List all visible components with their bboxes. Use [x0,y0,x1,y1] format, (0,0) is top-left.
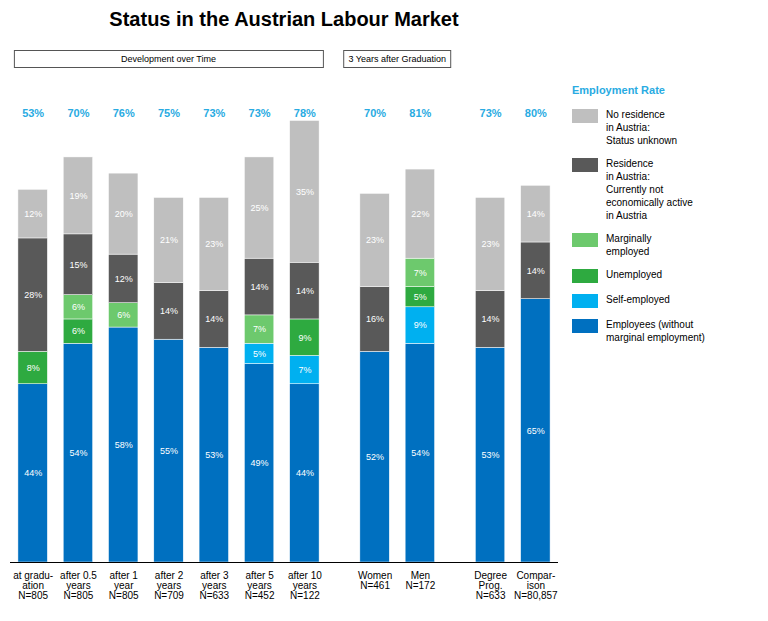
svg-text:20%: 20% [115,209,133,219]
svg-text:54%: 54% [69,448,87,458]
html-text:No residence in Austria: Statu: No residence in Austria: Status unknown [606,109,678,146]
svg-text:76%76: 76%76 [113,107,135,119]
html-text:Self-employed: Self-employed [606,294,670,305]
svg-text:Compar-isonN=80,857: Compar-isonN=80,857 [514,570,558,601]
svg-text:after 3yearsN=633: after 3yearsN=633 [199,570,229,601]
svg-text:14%: 14% [251,282,269,292]
html-text:Residence in Austria: Currentl: Residence in Austria: Currently not econ… [606,158,693,221]
svg-text:52%: 52% [366,452,384,462]
svg-text:58%: 58% [115,440,133,450]
svg-text:14%: 14% [296,286,314,296]
svg-text:WomenN=461: WomenN=461 [358,570,392,591]
svg-text:9%: 9% [414,320,427,330]
svg-text:73%73: 73%73 [203,107,225,119]
svg-text:14%: 14% [527,209,545,219]
svg-text:65%: 65% [527,426,545,436]
svg-text:21%: 21% [160,235,178,245]
svg-text:after 5yearsN=452: after 5yearsN=452 [245,570,275,601]
svg-text:53%: 53% [482,450,500,460]
svg-text:22%: 22% [411,209,429,219]
svg-text:53%: 53% [205,450,223,460]
svg-text:after 10yearsN=122: after 10yearsN=122 [288,570,322,601]
svg-text:MenN=172: MenN=172 [405,570,435,591]
svg-text:14%: 14% [205,314,223,324]
svg-text:14%: 14% [160,306,178,316]
html-text:Employees (without marginal em: Employees (without marginal employment) [606,319,705,343]
html-text:3 Years after Graduation: 3 Years after Graduation [348,54,446,64]
svg-text:70%70: 70%70 [364,107,386,119]
svg-text:14%: 14% [482,314,500,324]
html-text:Status in the Austrian Labour: Status in the Austrian Labour Market [109,8,459,30]
svg-text:78%78: 78%78 [294,107,316,119]
svg-text:7%: 7% [253,324,266,334]
svg-text:44%: 44% [296,468,314,478]
html-text:Unemployed: Unemployed [606,269,663,280]
svg-text:49%: 49% [251,458,269,468]
svg-text:after 1yearN=805: after 1yearN=805 [109,570,139,601]
svg-text:19%: 19% [69,191,87,201]
svg-text:23%: 23% [205,239,223,249]
html-text:Development over Time: Development over Time [121,54,216,64]
svg-text:23%: 23% [366,235,384,245]
svg-text:25%: 25% [251,203,269,213]
svg-text:6%: 6% [117,310,130,320]
svg-text:8%: 8% [27,363,40,373]
svg-text:16%: 16% [366,314,384,324]
svg-text:12%: 12% [115,274,133,284]
svg-text:7%: 7% [414,268,427,278]
svg-text:15%: 15% [69,260,87,270]
svg-text:28%: 28% [24,290,42,300]
svg-text:DegreeProg.N=633: DegreeProg.N=633 [474,570,507,601]
svg-text:73%73: 73%73 [480,107,502,119]
svg-text:75%75: 75%75 [158,107,180,119]
html-text:Employment Rate: Employment Rate [572,84,665,96]
svg-text:at gradu-ationN=805: at gradu-ationN=805 [13,570,53,601]
svg-text:5%: 5% [414,292,427,302]
svg-text:9%: 9% [298,333,311,343]
svg-text:23%: 23% [482,239,500,249]
svg-text:70%70: 70%70 [67,107,89,119]
svg-text:53%53: 53%53 [22,107,44,119]
html-text:Marginally employed: Marginally employed [606,233,652,257]
svg-text:5%: 5% [253,349,266,359]
svg-text:55%: 55% [160,446,178,456]
svg-text:after 0.5yearsN=805: after 0.5yearsN=805 [60,570,97,601]
svg-text:80%80: 80%80 [525,107,547,119]
svg-text:12%: 12% [24,209,42,219]
svg-text:35%: 35% [296,187,314,197]
svg-text:after 2yearsN=709: after 2yearsN=709 [154,570,184,601]
svg-text:14%: 14% [527,266,545,276]
svg-text:44%: 44% [24,468,42,478]
svg-text:54%: 54% [411,448,429,458]
svg-text:6%: 6% [72,302,85,312]
svg-text:7%: 7% [298,365,311,375]
svg-text:73%73: 73%73 [249,107,271,119]
svg-text:81%81: 81%81 [409,107,431,119]
svg-text:6%: 6% [72,326,85,336]
